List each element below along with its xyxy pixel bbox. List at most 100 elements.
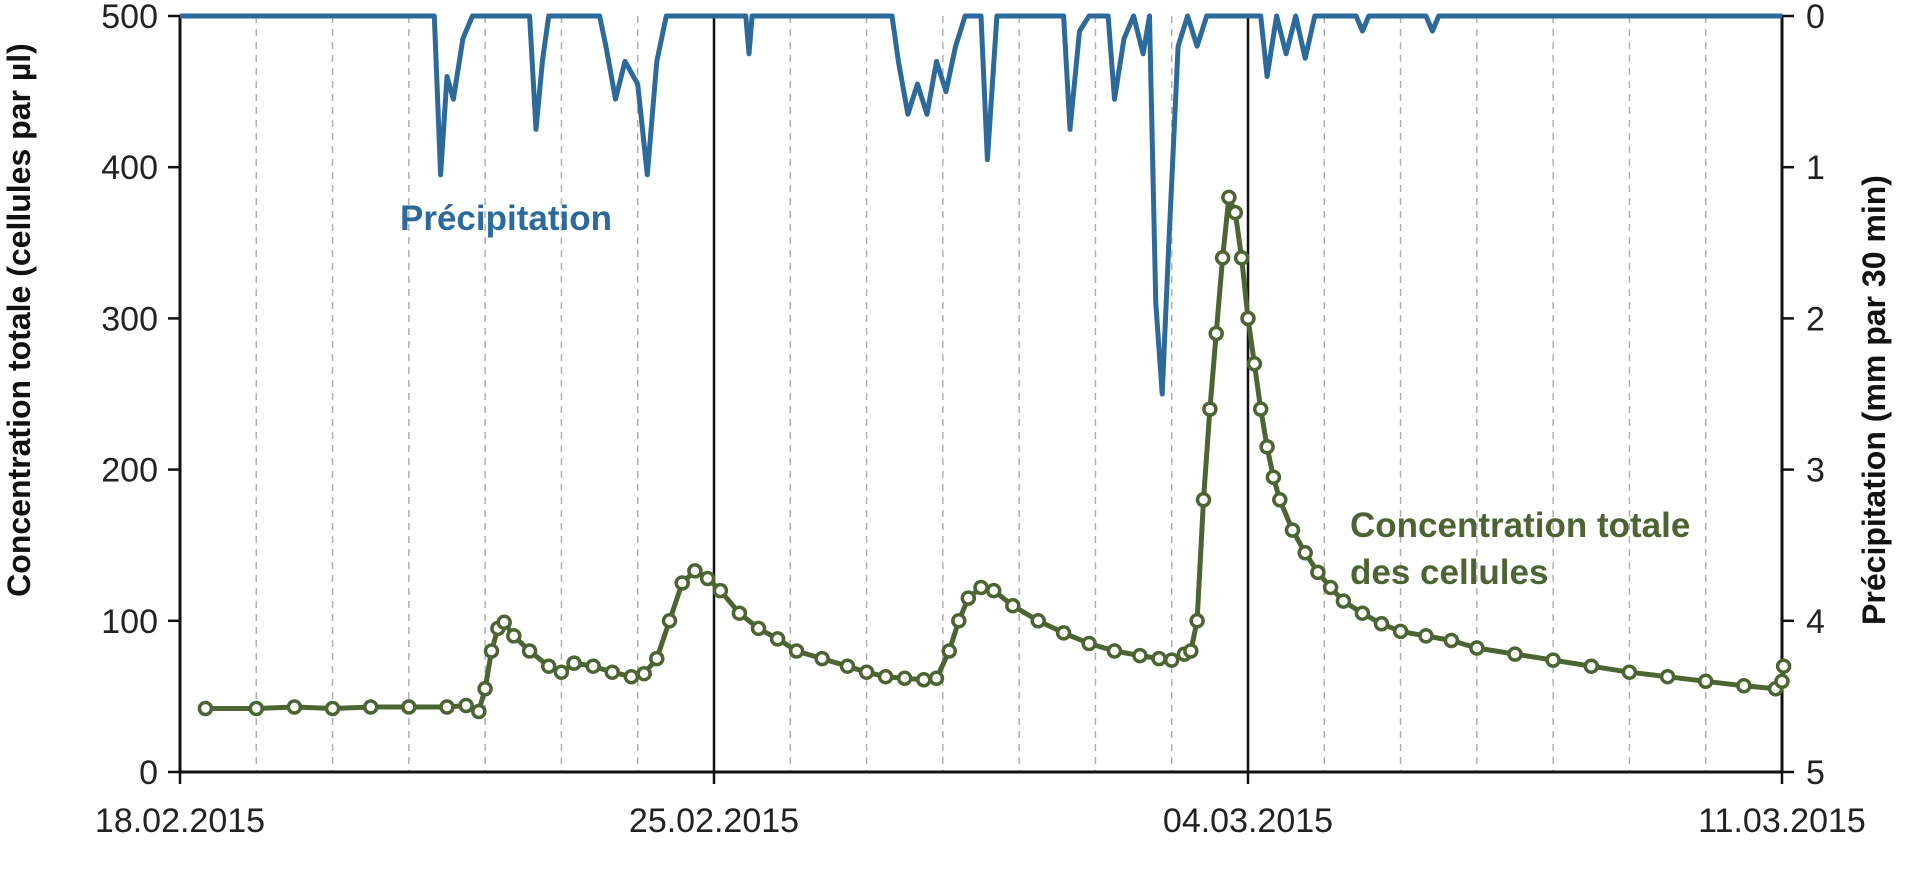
cell-concentration-point	[248, 700, 265, 717]
cell-concentration-point	[731, 605, 748, 621]
cell-concentration-point	[483, 643, 500, 659]
cell-concentration-point	[1195, 492, 1212, 508]
cell-concentration-point	[1736, 678, 1752, 694]
cell-concentration-point	[769, 631, 786, 647]
cell-concentration-point	[1252, 401, 1269, 417]
cell-concentration-point	[858, 664, 875, 680]
cell-concentration-point	[985, 582, 1002, 599]
y-left-tick-label: 300	[101, 300, 158, 338]
cell-concentration-point	[286, 699, 303, 715]
cell-concentration-point	[1132, 647, 1148, 664]
cell-concentration-point	[1469, 640, 1485, 656]
cell-concentration-point	[788, 643, 805, 659]
series-layer	[180, 13, 1792, 720]
y-left-tick-label: 400	[101, 149, 158, 187]
cell-concentration-point	[521, 643, 538, 659]
y-left-tick-label: 500	[101, 0, 158, 36]
cell-concentration-point	[471, 703, 487, 720]
cell-concentration-point	[585, 658, 601, 674]
cell-concentration-point	[1272, 492, 1288, 508]
precipitation-series-label: Précipitation	[400, 199, 612, 238]
cell-concentration-point	[1163, 652, 1180, 668]
cell-concentration-point	[896, 670, 913, 687]
cell-concentration-point	[973, 579, 989, 596]
cell-concentration-point	[916, 672, 932, 688]
cell-concentration-series-label-line-2: des cellules	[1350, 553, 1548, 592]
cell-concentration-point	[712, 582, 729, 599]
cell-concentration-point	[1240, 310, 1256, 327]
cell-concentration-point	[496, 614, 512, 631]
cell-concentration-point	[1202, 401, 1218, 417]
cell-concentration-point	[1214, 250, 1231, 266]
cell-concentration-point	[750, 620, 767, 637]
cell-concentration-point	[553, 664, 570, 680]
cell-concentration-point	[540, 658, 557, 674]
y-right-tick-label: 3	[1806, 452, 1825, 490]
cell-concentration-point	[1621, 664, 1638, 680]
y-right-tick-label: 0	[1806, 0, 1825, 36]
cell-concentration-point	[636, 665, 652, 682]
cell-concentration-point	[1265, 469, 1282, 485]
cell-concentration-point	[674, 575, 690, 591]
plot-area	[255, 16, 1707, 772]
cell-concentration-point	[1297, 545, 1313, 561]
cell-concentration-point	[1697, 673, 1714, 690]
cell-concentration-point	[1335, 593, 1352, 609]
y-right-tick-label: 1	[1806, 149, 1825, 187]
cell-concentration-point	[439, 699, 455, 715]
y-right-tick-label: 5	[1806, 754, 1825, 792]
cell-concentration-point	[1659, 668, 1676, 685]
y-left-tick-label: 200	[101, 452, 158, 490]
cell-concentration-point	[1545, 652, 1561, 668]
cell-concentration-point	[951, 613, 967, 629]
y-left-tick-label: 100	[101, 603, 158, 641]
cell-concentration-point	[1373, 616, 1390, 632]
cell-concentration-point	[506, 628, 522, 644]
cell-concentration-point	[839, 658, 856, 674]
cell-concentration-point	[1322, 579, 1339, 596]
cell-concentration-point	[1310, 564, 1326, 581]
cell-concentration-point	[1030, 613, 1046, 629]
cell-concentration-point	[1284, 522, 1301, 538]
y-right-axis-title: Précipitation (mm par 30 min)	[1856, 175, 1892, 625]
cell-concentration-point	[1354, 605, 1371, 621]
cell-concentration-point	[623, 668, 640, 685]
cell-concentration-point	[1183, 643, 1199, 659]
cell-concentration-point	[1221, 189, 1237, 206]
y-left-ticks: 0 100 200 300 400 500	[101, 0, 180, 792]
cell-concentration-point	[1151, 650, 1167, 667]
x-tick-label: 11.03.2015	[1698, 802, 1866, 840]
cell-concentration-point	[649, 650, 665, 667]
cell-concentration-point	[1233, 250, 1250, 266]
cell-concentration-point	[1418, 628, 1434, 644]
axes	[178, 16, 1784, 774]
cell-concentration-point	[1106, 643, 1123, 659]
x-ticks: 18.02.2015 25.02.2015 04.03.2015 11.03.2015	[95, 772, 1866, 840]
cell-concentration-point	[401, 699, 417, 715]
y-left-tick-label: 0	[139, 754, 158, 792]
cell-concentration-point	[1208, 325, 1224, 342]
y-right-tick-label: 4	[1806, 603, 1825, 641]
y-right-ticks: 0 1 2 3 4 5	[1782, 0, 1825, 792]
cell-concentration-point	[458, 697, 474, 714]
cell-concentration-point	[1775, 658, 1792, 674]
cell-concentration-point	[928, 670, 945, 687]
minor-gridlines	[255, 16, 1707, 772]
cell-concentration-point	[1246, 356, 1263, 372]
cell-concentration-point	[1583, 658, 1600, 674]
cell-concentration-point	[1259, 439, 1275, 455]
cell-concentration-point	[1055, 625, 1072, 641]
cell-concentration-point	[604, 664, 621, 680]
y-left-axis-title: Concentration totale (cellules par µl)	[1, 43, 37, 597]
cell-concentration-point	[1443, 632, 1460, 649]
cell-concentration-point	[877, 668, 894, 685]
cell-concentration-point	[661, 613, 678, 629]
cell-concentration-series-label-line-1: Concentration totale	[1350, 506, 1690, 545]
x-tick-label: 25.02.2015	[629, 802, 799, 840]
cell-concentration-point	[1507, 646, 1523, 662]
cell-concentration-point	[687, 563, 703, 579]
cell-concentration-point	[1189, 613, 1205, 629]
cell-concentration-line	[205, 194, 1787, 714]
cell-concentration-point	[566, 655, 582, 671]
